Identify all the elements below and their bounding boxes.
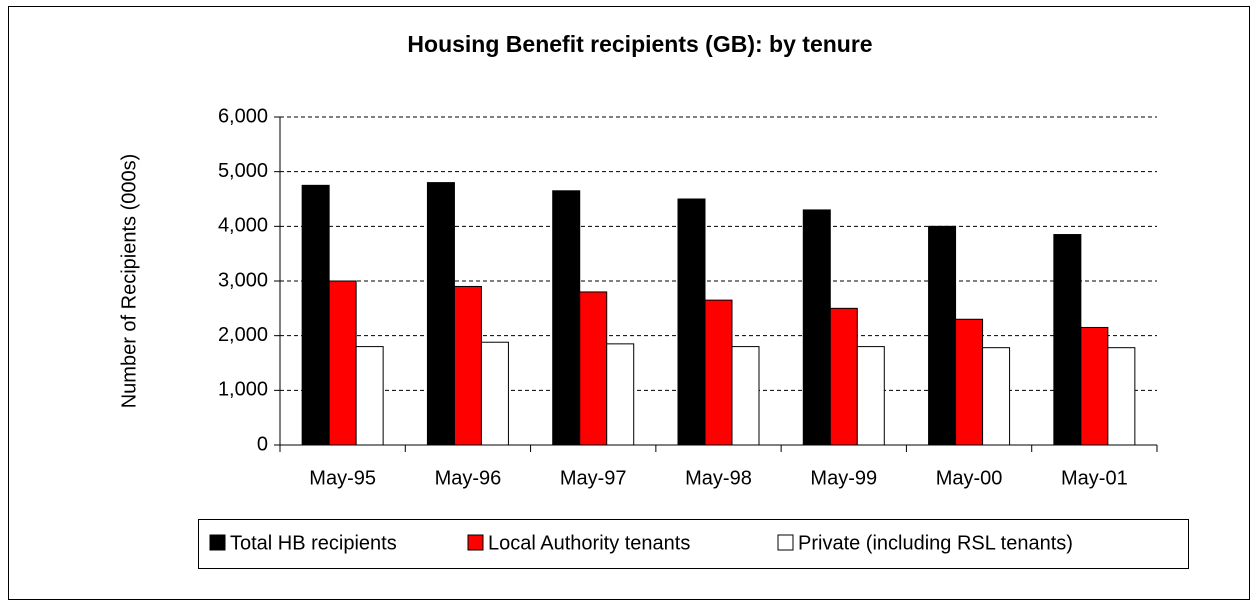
y-tick-label: 1,000 [218,379,268,401]
x-tick-label: May-97 [560,467,627,489]
bar [856,346,885,446]
x-tick-label: May-00 [936,467,1003,489]
legend [198,519,1189,569]
bar [1053,234,1082,446]
y-tick-label: 6,000 [218,105,268,127]
x-tick-label: May-96 [435,467,502,489]
legend-swatch [209,534,226,551]
legend-swatch [467,534,484,551]
legend-label: Private (including RSL tenants) [798,532,1073,554]
bar [301,184,330,446]
x-tick-label: May-01 [1061,467,1128,489]
bar [328,280,357,446]
y-tick-label: 0 [257,433,268,455]
bar [704,299,733,446]
bar [928,225,957,446]
y-axis-label: Number of Recipients (000s) [118,154,140,409]
bar [552,190,581,446]
legend-label: Total HB recipients [230,532,397,554]
bar [355,346,384,446]
chart-title: Housing Benefit recipients (GB): by tenu… [407,31,872,57]
bar [677,198,706,446]
y-tick-label: 4,000 [218,215,268,237]
bar [829,307,858,446]
bar [426,182,455,446]
bar [606,343,635,446]
x-tick-label: May-99 [810,467,877,489]
legend-swatch [777,534,794,551]
bar [1107,347,1136,446]
y-tick-label: 2,000 [218,324,268,346]
x-tick-label: May-98 [685,467,752,489]
bar [731,346,760,446]
legend-label: Local Authority tenants [488,532,690,554]
chart-frame [8,6,1250,600]
bar [480,341,509,446]
bar [982,347,1011,446]
y-tick-label: 5,000 [218,160,268,182]
x-tick-label: May-95 [309,467,376,489]
bar [955,318,984,446]
bar [453,285,482,446]
bar [802,209,831,446]
y-tick-label: 3,000 [218,269,268,291]
bar [579,291,608,446]
bar [1080,326,1109,446]
